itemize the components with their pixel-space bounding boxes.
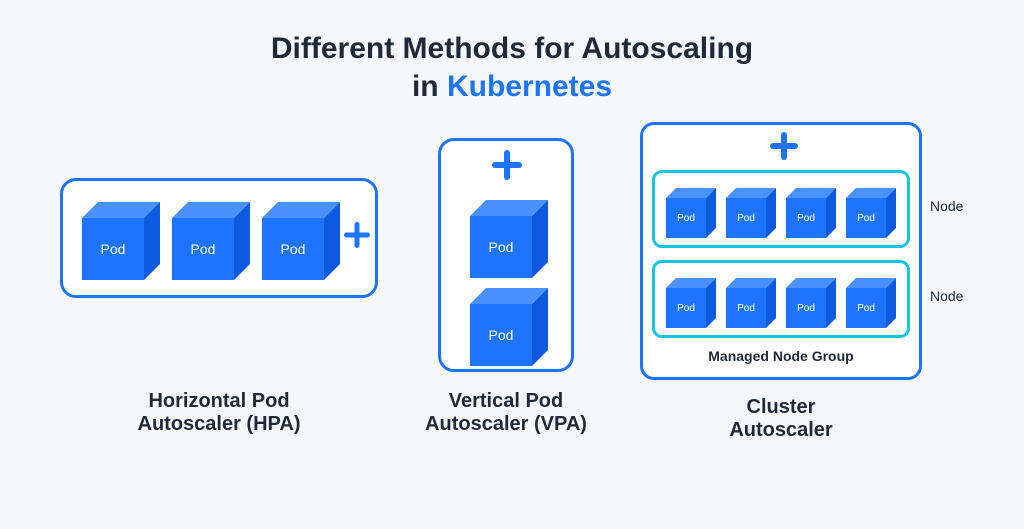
cube-front: Pod [172,218,234,280]
vpa-plus-icon [492,150,522,180]
cube-side [766,188,776,238]
hpa-pod-cube-0: Pod [82,202,160,280]
cube-side [532,288,548,366]
cube-side [324,202,340,280]
diagram-title: Different Methods for Autoscaling in Kub… [0,0,1024,105]
cluster-node-0-pod-0: Pod [666,188,716,238]
cube-side [826,278,836,328]
vpa-pod-cube-1: Pod [470,288,548,366]
cube-side [144,202,160,280]
cube-front: Pod [786,198,826,238]
title-line-2: in Kubernetes [0,68,1024,106]
cube-front: Pod [666,288,706,328]
title-line-2-prefix: in [412,70,447,103]
cluster-node-label-1: Node [930,288,963,304]
cluster-node-0-pod-3: Pod [846,188,896,238]
hpa-label: Horizontal PodAutoscaler (HPA) [60,390,378,436]
cube-side [886,278,896,328]
cube-side [234,202,250,280]
managed-node-group-label: Managed Node Group [640,348,922,364]
cluster-node-label-0: Node [930,198,963,214]
hpa-pod-cube-1: Pod [172,202,250,280]
cluster-node-1-pod-1: Pod [726,278,776,328]
cube-front: Pod [846,288,886,328]
cluster-node-1-pod-0: Pod [666,278,716,328]
cube-front: Pod [470,216,532,278]
vpa-label: Vertical PodAutoscaler (VPA) [406,390,606,436]
cluster-node-1-pod-3: Pod [846,278,896,328]
cube-side [706,188,716,238]
cube-side [826,188,836,238]
hpa-plus-icon [344,222,370,248]
cube-front: Pod [262,218,324,280]
cube-front: Pod [666,198,706,238]
cube-side [886,188,896,238]
vpa-pod-cube-0: Pod [470,200,548,278]
cluster-node-0-pod-2: Pod [786,188,836,238]
cube-side [532,200,548,278]
cube-front: Pod [786,288,826,328]
cluster-plus-icon [770,132,798,160]
title-accent: Kubernetes [447,70,612,103]
cluster-outer-container [640,122,922,380]
cluster-label: ClusterAutoscaler [640,396,922,442]
cluster-node-0-pod-1: Pod [726,188,776,238]
cube-front: Pod [726,198,766,238]
cluster-node-1-pod-2: Pod [786,278,836,328]
hpa-pod-cube-2: Pod [262,202,340,280]
cube-front: Pod [846,198,886,238]
cube-front: Pod [470,304,532,366]
diagram-stage: Pod Pod Pod Horizontal PodAutoscaler (HPA) P… [0,140,1024,480]
cube-side [766,278,776,328]
cube-side [706,278,716,328]
cube-front: Pod [726,288,766,328]
title-line-1: Different Methods for Autoscaling [0,30,1024,68]
cube-front: Pod [82,218,144,280]
